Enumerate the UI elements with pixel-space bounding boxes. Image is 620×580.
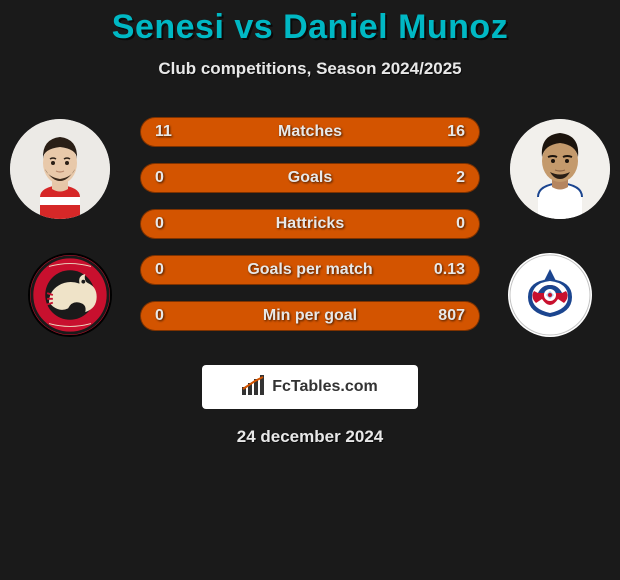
stat-left-value: 0 (155, 261, 164, 279)
stat-row: 11 Matches 16 (140, 117, 480, 147)
stat-row: 0 Min per goal 807 (140, 301, 480, 331)
branding-badge: FcTables.com (202, 365, 418, 409)
stat-row: 0 Goals 2 (140, 163, 480, 193)
content-area: 11 Matches 16 0 Goals 2 0 Hattricks 0 0 … (0, 117, 620, 357)
stat-right-value: 16 (447, 123, 465, 141)
stat-label: Matches (141, 123, 479, 141)
stat-left-value: 0 (155, 169, 164, 187)
comparison-card: Senesi vs Daniel Munoz Club competitions… (0, 0, 620, 447)
stat-right-value: 2 (456, 169, 465, 187)
stat-row: 0 Goals per match 0.13 (140, 255, 480, 285)
stat-left-value: 0 (155, 215, 164, 233)
stat-label: Hattricks (141, 215, 479, 233)
stat-left-value: 0 (155, 307, 164, 325)
club-left-logo (28, 253, 112, 337)
player-right-avatar (510, 119, 610, 219)
stat-right-value: 807 (438, 307, 465, 325)
date-label: 24 december 2024 (0, 427, 620, 447)
club-right-logo (508, 253, 592, 337)
page-subtitle: Club competitions, Season 2024/2025 (0, 59, 620, 79)
branding-text: FcTables.com (272, 378, 378, 396)
page-title: Senesi vs Daniel Munoz (0, 8, 620, 47)
stat-label: Goals per match (141, 261, 479, 279)
chart-icon (242, 375, 266, 400)
stat-right-value: 0.13 (434, 261, 465, 279)
stat-right-value: 0 (456, 215, 465, 233)
stat-left-value: 11 (155, 123, 172, 141)
stat-label: Goals (141, 169, 479, 187)
stats-table: 11 Matches 16 0 Goals 2 0 Hattricks 0 0 … (140, 117, 480, 347)
player-left-avatar (10, 119, 110, 219)
stat-label: Min per goal (141, 307, 479, 325)
stat-row: 0 Hattricks 0 (140, 209, 480, 239)
